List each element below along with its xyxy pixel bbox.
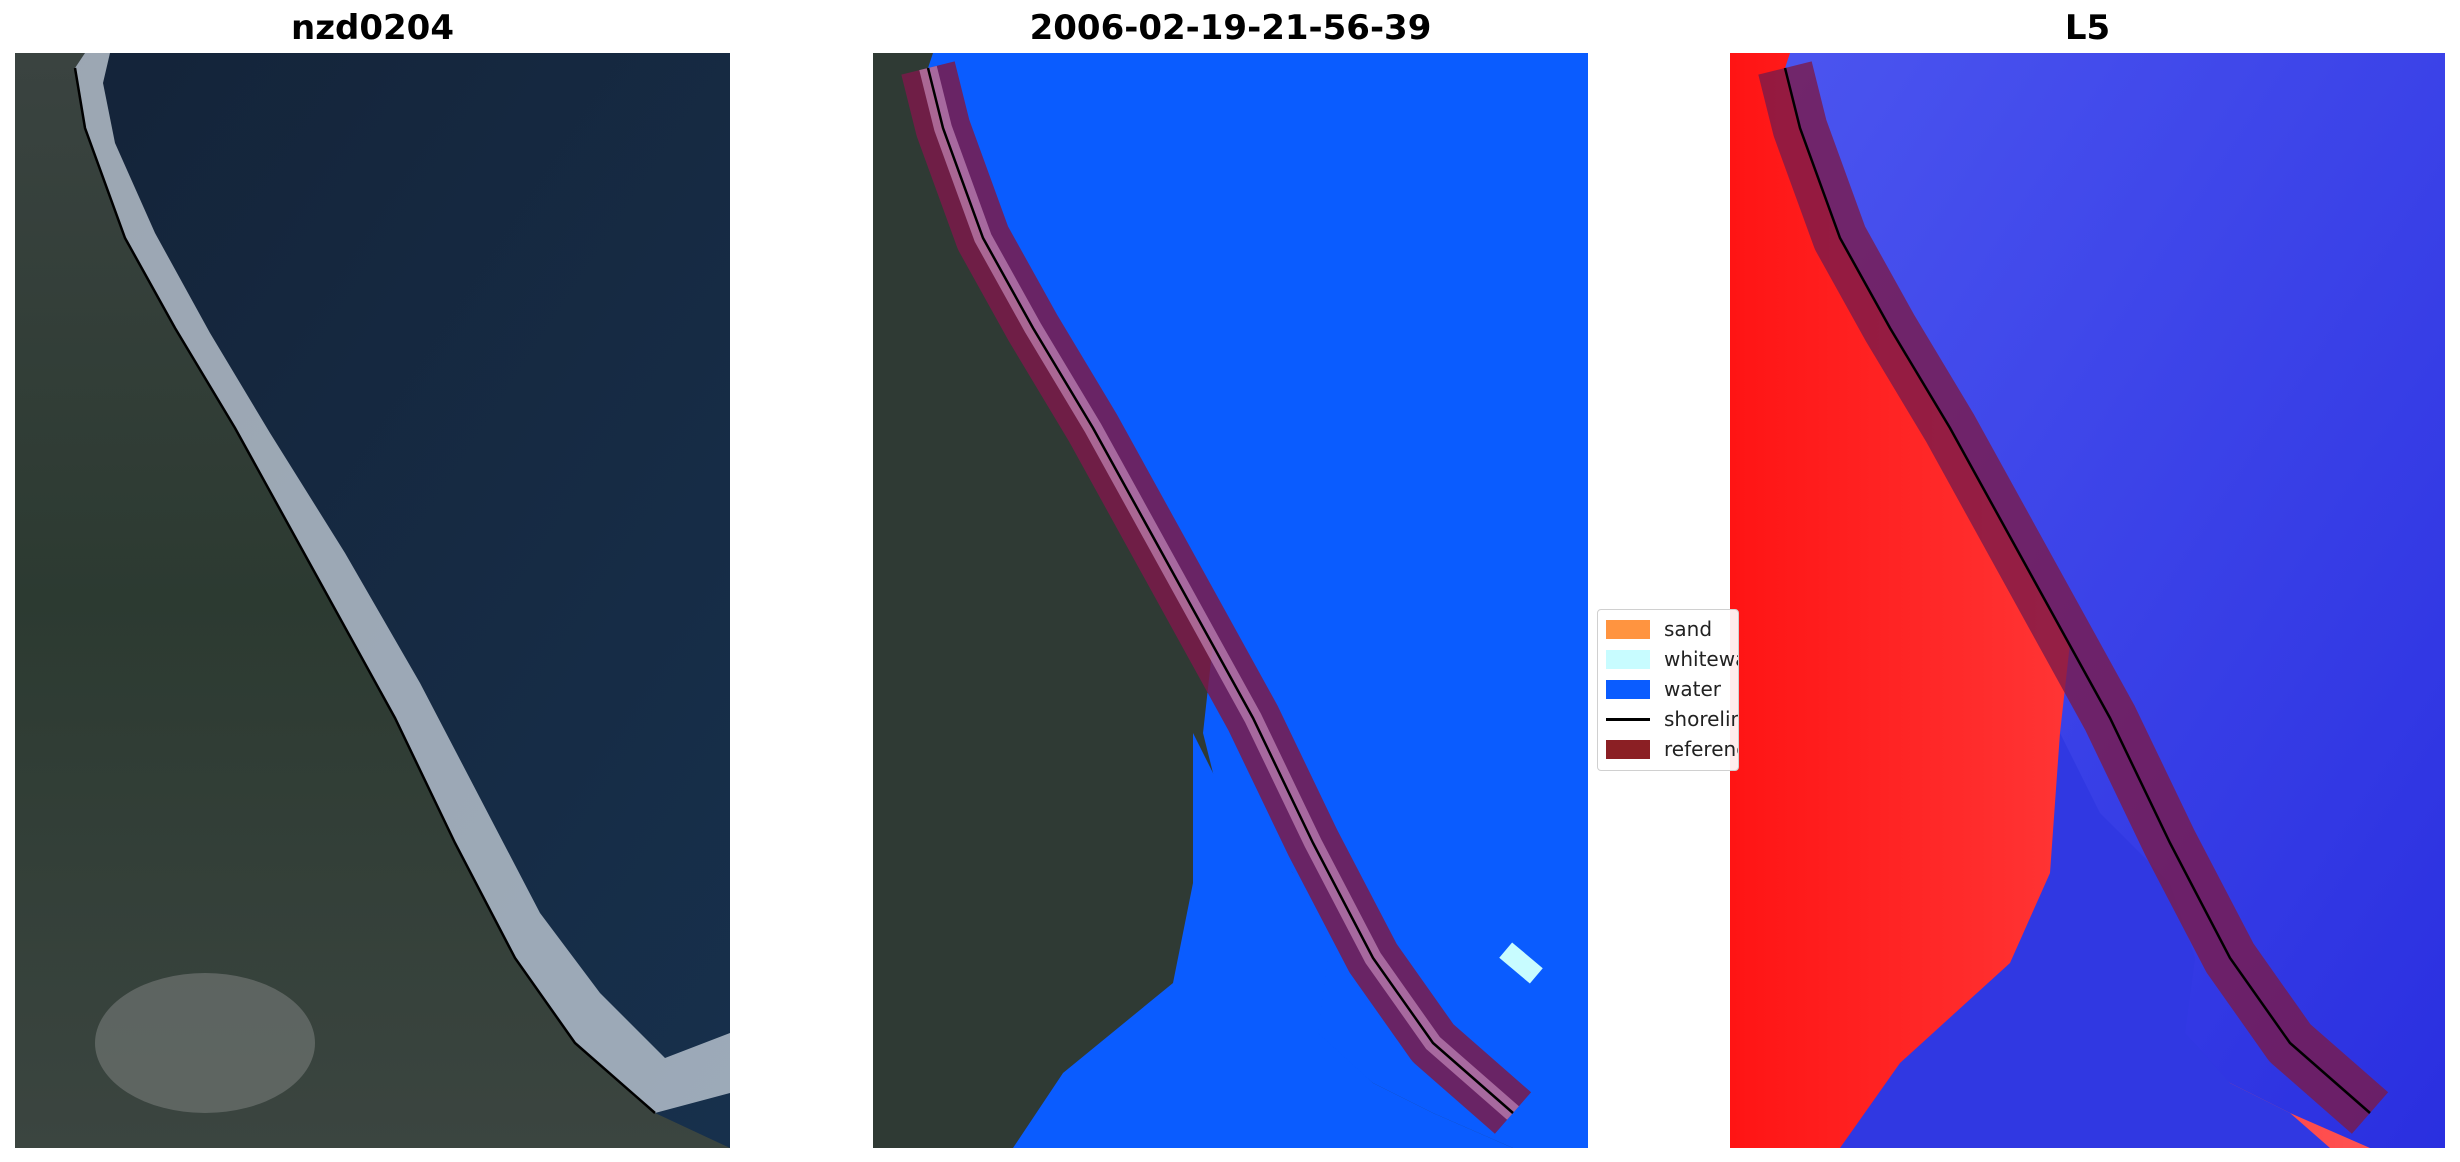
legend-swatch-reference-buffer	[1606, 739, 1650, 759]
mndwi-estuary-water	[1840, 733, 2330, 1148]
classified-image	[873, 53, 1588, 1148]
panel-title-mndwi-image: L5	[2064, 8, 2111, 48]
legend-item-sand: sand	[1606, 614, 1712, 644]
legend-swatch-water	[1606, 679, 1650, 699]
legend-item-whitewater: whitewater	[1606, 644, 1738, 674]
legend-swatch-sand	[1606, 619, 1650, 639]
legend-line-shoreline	[1606, 717, 1650, 721]
shoreline	[73, 67, 656, 1114]
panel-title-classified-image: 2006-02-19-21-56-39	[1029, 8, 1432, 48]
whitewater-patch	[1499, 942, 1543, 984]
mndwi-image	[1730, 53, 2445, 1148]
legend: sand whitewater water shoreline referenc…	[1597, 609, 1739, 771]
estuary-flats	[95, 973, 315, 1113]
classified-svg	[873, 53, 1588, 1148]
shoreline	[926, 67, 1514, 1114]
mndwi-svg	[1730, 53, 2445, 1148]
legend-item-shoreline: shoreline	[1606, 704, 1738, 734]
satellite-rgb-image	[15, 53, 730, 1148]
legend-label-sand: sand	[1664, 617, 1713, 641]
estuary-water-class	[1013, 733, 1513, 1148]
legend-item-reference-buffer: reference shoreline buffer	[1606, 734, 1738, 764]
land-area	[15, 53, 730, 1148]
legend-swatch-whitewater	[1606, 649, 1650, 669]
legend-label-whitewater: whitewater	[1664, 647, 1738, 671]
legend-item-water: water	[1606, 674, 1721, 704]
legend-label-shoreline: shoreline	[1664, 707, 1738, 731]
legend-label-water: water	[1664, 677, 1721, 701]
panel-title-satellite-image: nzd0204	[291, 8, 454, 48]
satellite-rgb-svg	[15, 53, 730, 1148]
mndwi-land-area	[1730, 53, 2370, 1148]
legend-label-reference-buffer: reference shoreline buffer	[1664, 737, 1738, 761]
shoreline	[1783, 67, 2371, 1114]
land-class-area	[873, 53, 1513, 1148]
